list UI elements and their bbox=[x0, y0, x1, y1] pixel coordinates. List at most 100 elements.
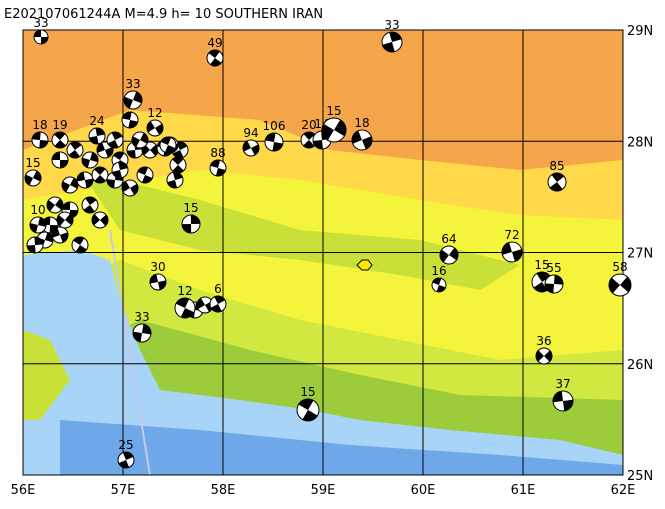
beachball-quadrant bbox=[89, 128, 105, 144]
beachball-quadrant bbox=[94, 167, 106, 183]
beachball-quadrant bbox=[533, 271, 551, 292]
x-label: 56E bbox=[11, 483, 36, 498]
depth-label: 12 bbox=[147, 106, 162, 120]
x-label: 62E bbox=[611, 483, 636, 498]
x-label: 60E bbox=[411, 483, 436, 498]
beachball-quadrant bbox=[97, 142, 113, 158]
beachball-quadrant bbox=[142, 144, 158, 156]
title: E202107061244A M=4.9 h= 10 SOUTHERN IRAN bbox=[4, 7, 323, 22]
depth-label: 30 bbox=[150, 260, 165, 274]
beachball-quadrant bbox=[76, 172, 93, 188]
beachball-quadrant bbox=[57, 213, 73, 227]
beachball-quadrant bbox=[175, 298, 195, 319]
beachball-quadrant bbox=[182, 215, 200, 233]
beachball-quadrant bbox=[54, 132, 66, 149]
beachball-quadrant bbox=[502, 242, 523, 262]
beachball-quadrant bbox=[265, 133, 283, 151]
depth-label: 25 bbox=[118, 438, 133, 452]
beachball-quadrant bbox=[32, 132, 48, 149]
beachball-quadrant bbox=[42, 216, 58, 233]
depth-label: 37 bbox=[555, 377, 570, 391]
y-label: 26N bbox=[627, 358, 653, 373]
depth-label: 15 bbox=[25, 156, 40, 170]
beachball-quadrant bbox=[73, 237, 87, 253]
depth-label: 106 bbox=[263, 119, 286, 133]
beachball-quadrant bbox=[46, 198, 64, 212]
beachball-quadrant bbox=[352, 130, 373, 150]
beachball-quadrant bbox=[172, 142, 188, 158]
depth-label: 12 bbox=[177, 284, 192, 298]
beachball-quadrant bbox=[122, 111, 138, 128]
beachball-quadrant bbox=[83, 196, 97, 214]
beachball-quadrant bbox=[147, 121, 163, 135]
depth-label: 15 bbox=[534, 258, 549, 272]
depth-label: 15 bbox=[183, 201, 198, 215]
beachball-quadrant bbox=[112, 162, 128, 178]
beachball-quadrant bbox=[167, 172, 183, 188]
beachball-quadrant bbox=[132, 132, 148, 148]
x-label: 59E bbox=[311, 483, 336, 498]
beachball-quadrant bbox=[608, 276, 631, 294]
beachball-quadrant bbox=[91, 213, 109, 227]
depth-label: 24 bbox=[89, 114, 104, 128]
depth-label: 10 bbox=[30, 203, 45, 217]
depth-label: 33 bbox=[33, 16, 48, 30]
depth-label: 55 bbox=[546, 261, 561, 275]
y-label: 27N bbox=[627, 247, 653, 262]
depth-label: 18 bbox=[32, 118, 47, 132]
beachball-quadrant bbox=[122, 181, 139, 195]
beachball-quadrant bbox=[242, 140, 260, 156]
y-label: 29N bbox=[627, 24, 653, 39]
beachball-quadrant bbox=[303, 132, 315, 148]
beachball-quadrant bbox=[549, 173, 565, 191]
beachball-quadrant bbox=[210, 160, 226, 176]
x-label: 61E bbox=[511, 483, 536, 498]
x-label: 57E bbox=[111, 483, 136, 498]
beachball-quadrant bbox=[24, 170, 41, 186]
beachball-quadrant bbox=[208, 50, 222, 66]
beachball-quadrant bbox=[545, 275, 563, 293]
beachball-quadrant bbox=[61, 177, 78, 193]
beachball-quadrant bbox=[27, 236, 43, 253]
beachball-quadrant bbox=[118, 451, 134, 469]
depth-label: 88 bbox=[210, 146, 225, 160]
depth-label: 15 bbox=[300, 385, 315, 399]
beachball-quadrant bbox=[149, 274, 166, 290]
beachball-quadrant bbox=[172, 157, 184, 173]
depth-label: 94 bbox=[243, 126, 258, 140]
event-marker bbox=[356, 259, 373, 271]
y-label: 28N bbox=[627, 135, 653, 150]
beachball-quadrant bbox=[68, 141, 82, 158]
beachball-quadrant bbox=[52, 152, 68, 168]
depth-label: 20 bbox=[301, 118, 316, 132]
depth-label: 64 bbox=[441, 232, 456, 246]
beachball-quadrant bbox=[432, 278, 446, 292]
depth-label: 58 bbox=[612, 260, 627, 274]
beachball-quadrant bbox=[137, 167, 153, 183]
beachball-quadrant bbox=[440, 247, 458, 263]
depth-label: 72 bbox=[504, 228, 519, 242]
depth-label: 18 bbox=[354, 116, 369, 130]
depth-label: 36 bbox=[536, 334, 551, 348]
depth-label: 33 bbox=[125, 77, 140, 91]
beachball-quadrant bbox=[52, 227, 68, 243]
depth-label: 6 bbox=[214, 282, 222, 296]
beachball-quadrant bbox=[553, 391, 573, 411]
depth-label: 33 bbox=[384, 18, 399, 32]
depth-label: 33 bbox=[134, 310, 149, 324]
beachball-quadrant bbox=[210, 296, 226, 312]
beachball-quadrant bbox=[30, 217, 46, 233]
depth-label: 19 bbox=[52, 118, 67, 132]
beachball-quadrant bbox=[160, 136, 176, 153]
beachball-quadrant bbox=[82, 152, 98, 168]
beachball-quadrant bbox=[298, 399, 318, 421]
depth-label: 15 bbox=[326, 104, 341, 118]
beachball-quadrant bbox=[536, 350, 552, 362]
depth-label: 16 bbox=[431, 264, 446, 278]
beachball-quadrant bbox=[322, 119, 346, 141]
beachball-quadrant bbox=[382, 31, 402, 53]
beachball-quadrant bbox=[133, 324, 151, 342]
beachball-quadrant bbox=[107, 132, 123, 148]
